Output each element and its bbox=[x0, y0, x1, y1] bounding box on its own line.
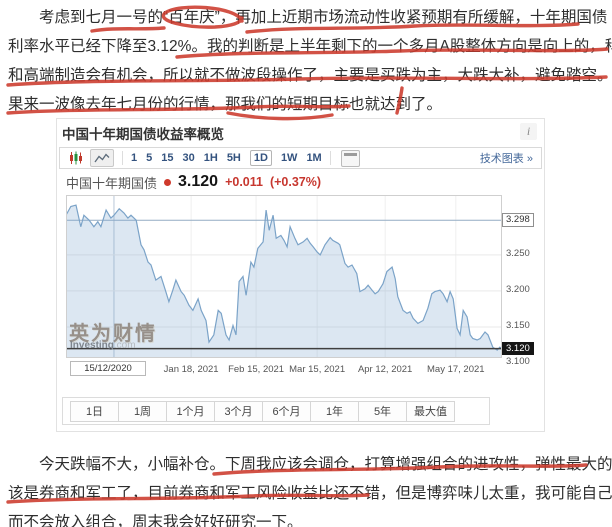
period-button-最大值[interactable]: 最大值 bbox=[406, 400, 455, 422]
bond-chart-widget bbox=[56, 118, 545, 432]
interval-button-30[interactable]: 30 bbox=[182, 152, 195, 164]
period-button-6个月[interactable]: 6个月 bbox=[262, 400, 311, 422]
text-line: 果来一波像去年七月份的行情，那我们的短期目标也就达到了。 bbox=[8, 96, 443, 113]
price-change-percent: (+0.37%) bbox=[269, 175, 322, 189]
calendar-icon[interactable] bbox=[340, 149, 360, 167]
period-button-1周[interactable]: 1周 bbox=[118, 400, 167, 422]
interval-button-1D[interactable]: 1D bbox=[249, 150, 272, 166]
interval-button-1W[interactable]: 1W bbox=[280, 152, 298, 164]
interval-button-5[interactable]: 5 bbox=[146, 152, 153, 164]
y-tick-label: 3.250 bbox=[506, 247, 530, 259]
toolbar-divider bbox=[329, 151, 331, 165]
info-icon[interactable]: i bbox=[520, 123, 537, 140]
period-button-3个月[interactable]: 3个月 bbox=[214, 400, 263, 422]
text-line: 和高端制造会有机会，所以就不做波段操作了，主要是买跌为主，大跌大补，避免踏空。如 bbox=[8, 67, 612, 84]
period-button-1日[interactable]: 1日 bbox=[70, 400, 119, 422]
chart-legend: 中国十年期国债 3.120 +0.011 (+0.37%) bbox=[66, 172, 321, 192]
widget-title: 中国十年期国债收益率概览 bbox=[62, 127, 224, 142]
y-tick-label: 3.150 bbox=[506, 319, 530, 331]
series-dot-icon bbox=[164, 178, 172, 186]
interval-button-5H[interactable]: 5H bbox=[226, 152, 241, 164]
watermark-investing-logo: Investing.com bbox=[70, 340, 136, 351]
text-line: 考虑到七月一号的“百年庆”，再加上近期市场流动性收紧预期有所缓解，十年期国债 bbox=[39, 9, 608, 26]
series-name: 中国十年期国债 bbox=[66, 175, 158, 191]
y-tick-label: 3.298 bbox=[502, 213, 534, 228]
x-tick-label: Apr 12, 2021 bbox=[357, 364, 413, 375]
current-price: 3.120 bbox=[178, 173, 219, 190]
interval-button-15[interactable]: 15 bbox=[161, 152, 174, 164]
period-button-1年[interactable]: 1年 bbox=[310, 400, 359, 422]
period-range-bar: 1日 1周 1个月 3个月 6个月 1年 5年 最大值 bbox=[62, 397, 490, 425]
text-line: 该是券商和军工了，目前券商和军工风险收益比还不错，但是博弈味儿太重，我可能自己投 bbox=[8, 485, 612, 502]
interval-button-1H[interactable]: 1H bbox=[203, 152, 218, 164]
y-tick-label: 3.200 bbox=[506, 283, 530, 295]
paragraph-top: 考虑到七月一号的“百年庆”，再加上近期市场流动性收紧预期有所缓解，十年期国债利率… bbox=[8, 3, 612, 119]
text-line: 而不会放入组合，周末我会好好研究一下。 bbox=[8, 514, 303, 527]
yield-area-chart[interactable] bbox=[66, 195, 502, 358]
line-chart-icon[interactable] bbox=[90, 149, 114, 167]
watermark-cn: 英为财情 bbox=[69, 323, 157, 345]
toolbar-divider bbox=[122, 151, 123, 165]
interval-buttons: 1 5 15 30 1H 5H 1D 1W 1M bbox=[131, 150, 322, 166]
x-tick-label: Feb 15, 2021 bbox=[228, 364, 285, 375]
chart-toolbar: 1 5 15 30 1H 5H 1D 1W 1M 技术图表 » bbox=[59, 147, 542, 169]
interval-button-1[interactable]: 1 bbox=[131, 152, 138, 164]
candlestick-chart-icon[interactable] bbox=[69, 151, 83, 165]
technical-chart-link[interactable]: 技术图表 » bbox=[479, 153, 533, 165]
x-tick-label: Mar 15, 2021 bbox=[289, 364, 346, 375]
y-tick-label: 3.120 bbox=[502, 341, 534, 355]
x-tick-label: May 17, 2021 bbox=[426, 364, 485, 375]
interval-button-1M[interactable]: 1M bbox=[306, 152, 322, 164]
price-change: +0.011 bbox=[225, 175, 263, 189]
period-button-5年[interactable]: 5年 bbox=[358, 400, 407, 422]
start-date-input[interactable]: 15/12/2020 bbox=[70, 361, 146, 376]
paragraph-bottom: 今天跌幅不大，小幅补仓。下周我应该会调仓，打算增强组合的进攻性，弹性最大的应该是… bbox=[8, 450, 612, 527]
period-button-1个月[interactable]: 1个月 bbox=[166, 400, 215, 422]
text-line: 利率水平已经下降至3.12%。我的判断是上半年剩下的一个多月A股整体方向是向上的… bbox=[8, 38, 612, 55]
y-tick-label: 3.100 bbox=[506, 356, 530, 368]
x-tick-label: Jan 18, 2021 bbox=[163, 364, 219, 375]
text-line: 今天跌幅不大，小幅补仓。下周我应该会调仓，打算增强组合的进攻性，弹性最大的应 bbox=[39, 456, 612, 473]
